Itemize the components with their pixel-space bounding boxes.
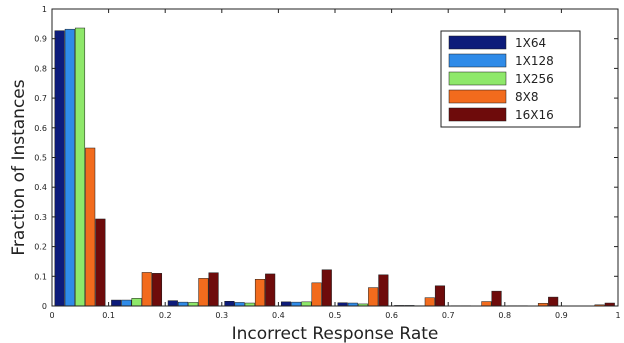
legend-label-1x64: 1X64 <box>515 36 546 50</box>
bar-1x128-1 <box>121 299 132 307</box>
y-tick-label: 0.4 <box>34 183 47 192</box>
legend-label-1x256: 1X256 <box>515 72 554 86</box>
y-tick-label: 0.6 <box>34 124 47 133</box>
x-tick-label: 0.2 <box>159 311 172 320</box>
bar-16x16-7 <box>491 290 502 307</box>
bar-8x8-3 <box>254 279 266 307</box>
y-tick-label: 0.1 <box>34 272 47 281</box>
bar-8x8-6 <box>424 297 435 307</box>
bars-layer <box>54 27 615 307</box>
bar-16x16-6 <box>434 285 446 307</box>
bar-1x256-0 <box>74 27 86 307</box>
legend-swatch-1x256 <box>448 71 507 86</box>
x-tick-label: 0.6 <box>385 311 398 320</box>
bar-8x8-5 <box>368 287 379 307</box>
y-tick-label: 0.8 <box>34 64 47 73</box>
bar-1x128-2 <box>177 301 189 307</box>
bar-8x8-4 <box>311 282 322 307</box>
bar-1x64-4 <box>280 301 292 307</box>
bar-1x256-4 <box>301 301 312 307</box>
bar-1x256-1 <box>131 298 142 307</box>
x-tick-label: 0.5 <box>329 311 342 320</box>
legend-label-16x16: 16X16 <box>515 108 554 122</box>
x-tick-label: 0.1 <box>102 311 115 320</box>
bar-1x64-0 <box>54 30 65 307</box>
y-tick-label: 0.5 <box>34 154 47 163</box>
bar-16x16-0 <box>95 218 106 307</box>
y-tick-label: 0 <box>42 302 47 311</box>
bar-16x16-2 <box>208 272 219 307</box>
legend-swatch-1x64 <box>448 35 507 50</box>
bar-8x8-2 <box>198 278 209 307</box>
bar-8x8-7 <box>481 301 492 307</box>
x-tick-label: 0.3 <box>215 311 228 320</box>
bar-16x16-8 <box>548 296 559 307</box>
bar-1x64-3 <box>224 301 235 307</box>
legend-swatch-8x8 <box>448 89 507 104</box>
bar-1x64-2 <box>167 300 178 307</box>
y-tick-label: 0.9 <box>34 35 47 44</box>
y-tick-label: 0.3 <box>34 213 47 222</box>
x-tick-label: 0 <box>49 311 54 320</box>
legend-swatch-16x16 <box>448 107 507 122</box>
x-tick-label: 0.8 <box>498 311 511 320</box>
bar-16x16-1 <box>151 273 163 307</box>
legend-label-1x128: 1X128 <box>515 54 554 68</box>
x-tick-label: 1 <box>615 311 620 320</box>
legend-label-8x8: 8X8 <box>515 90 539 104</box>
bar-1x128-4 <box>291 301 302 307</box>
y-tick-label: 0.2 <box>34 243 47 252</box>
bar-1x64-1 <box>111 299 122 307</box>
legend: 1X64 1X128 1X256 8X8 16X16 <box>440 30 581 128</box>
bar-1x128-3 <box>234 302 245 307</box>
y-tick-label: 1 <box>42 5 47 14</box>
bar-16x16-5 <box>378 274 389 307</box>
bar-1x256-2 <box>188 302 199 307</box>
x-axis-label: Incorrect Response Rate <box>232 324 439 343</box>
legend-swatch-1x128 <box>448 53 507 68</box>
y-tick-label: 0.7 <box>34 94 47 103</box>
x-tick-label: 0.9 <box>555 311 568 320</box>
bar-8x8-1 <box>141 272 152 307</box>
x-tick-label: 0.7 <box>442 311 455 320</box>
ticks-layer: 0 0.1 0.2 0.3 0.4 0.5 0.6 0.7 0.8 0.9 1 0 0.1 0.2 0.3 0… <box>34 5 620 320</box>
x-tick-label: 0.4 <box>272 311 285 320</box>
bar-16x16-3 <box>265 273 276 307</box>
y-axis-label: Fraction of Instances <box>9 79 29 255</box>
bar-8x8-0 <box>85 147 96 307</box>
bar-16x16-4 <box>321 269 332 307</box>
bar-1x128-0 <box>64 28 75 307</box>
